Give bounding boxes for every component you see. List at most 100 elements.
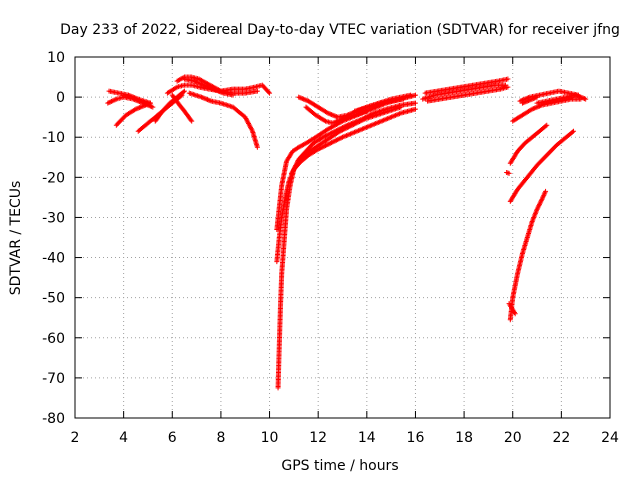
- satellite-track: [303, 104, 370, 126]
- y-tick-label: 0: [56, 90, 65, 106]
- data-point-interp: [519, 252, 525, 258]
- data-point-interp: [338, 117, 344, 123]
- data-point-interp: [282, 196, 288, 202]
- x-tick-label: 12: [309, 430, 327, 446]
- data-point-interp: [406, 92, 412, 98]
- data-point-interp: [581, 96, 587, 102]
- data-point-interp: [545, 90, 551, 96]
- data-point-interp: [496, 86, 502, 92]
- data-point-interp: [503, 84, 509, 90]
- data-point-interp: [552, 144, 558, 150]
- chart-title: Day 233 of 2022, Sidereal Day-to-day VTE…: [60, 22, 620, 38]
- data-point-interp: [249, 127, 255, 133]
- data-point-interp: [514, 272, 520, 278]
- data-point-interp: [542, 124, 548, 130]
- data-point-interp: [529, 220, 535, 226]
- satellite-track: [425, 84, 511, 104]
- data-point-interp: [143, 122, 149, 128]
- data-point-interp: [396, 94, 402, 100]
- data-point-interp: [367, 123, 373, 129]
- x-tick-label: 16: [407, 430, 425, 446]
- data-point-interp: [258, 82, 264, 88]
- data-point-interp: [372, 113, 378, 119]
- data-point-interp: [501, 82, 507, 88]
- data-point-interp: [180, 106, 186, 112]
- data-point-interp: [557, 98, 563, 104]
- data-point-interp: [200, 82, 206, 88]
- x-tick-label: 14: [358, 430, 376, 446]
- data-point-interp: [527, 136, 533, 142]
- data-point-interp: [188, 117, 194, 123]
- y-tick-label: -60: [42, 331, 65, 347]
- data-point-interp: [353, 129, 359, 135]
- data-point-interp: [547, 100, 553, 106]
- satellite-track: [113, 100, 153, 128]
- data-point-interp: [350, 113, 356, 119]
- x-tick-label: 20: [504, 430, 522, 446]
- satellite-track: [422, 76, 511, 96]
- data-point-interp: [508, 303, 514, 309]
- data-point-interp: [375, 101, 381, 107]
- satellite-track: [507, 188, 549, 323]
- data-point-interp: [207, 98, 213, 104]
- x-tick-label: 6: [168, 430, 177, 446]
- data-point-interp: [397, 111, 403, 117]
- data-point-interp: [360, 117, 366, 123]
- x-tick-label: 4: [119, 430, 128, 446]
- x-tick-label: 8: [216, 430, 225, 446]
- data-point-interp: [505, 170, 511, 176]
- data-points: [105, 74, 589, 391]
- y-tick-label: -50: [42, 291, 65, 307]
- data-point-interp: [112, 97, 118, 103]
- data-point-interp: [265, 88, 271, 94]
- satellite-track: [288, 104, 404, 176]
- data-point-interp: [382, 117, 388, 123]
- y-tick-label: -30: [42, 210, 65, 226]
- satellite-track: [186, 90, 260, 150]
- data-point-interp: [397, 105, 403, 111]
- data-point-interp: [266, 89, 272, 95]
- data-point-interp: [180, 89, 186, 95]
- data-point-interp: [362, 105, 368, 111]
- data-point-interp: [283, 160, 289, 166]
- y-tick-label: 10: [47, 50, 65, 66]
- data-point-interp: [190, 78, 196, 84]
- satellite-track: [169, 92, 195, 124]
- data-point-interp: [173, 85, 179, 91]
- data-point-interp: [308, 142, 314, 148]
- data-point-interp: [532, 164, 538, 170]
- data-point-interp: [542, 98, 548, 104]
- data-point-interp: [141, 103, 147, 109]
- data-point-interp: [251, 84, 257, 90]
- data-point-interp: [534, 208, 540, 214]
- data-point-interp: [384, 109, 390, 115]
- data-point-interp: [520, 142, 526, 148]
- data-point-interp: [217, 100, 223, 106]
- x-axis-label: GPS time / hours: [281, 458, 398, 474]
- satellite-track: [275, 100, 418, 391]
- satellite-track: [507, 122, 550, 166]
- data-point-interp: [311, 110, 317, 116]
- x-tick-label: 10: [261, 430, 279, 446]
- data-point-interp: [195, 84, 201, 90]
- data-point-interp: [552, 96, 558, 102]
- data-point-interp: [562, 94, 568, 100]
- data-point-interp: [411, 107, 417, 113]
- y-axis-label: SDTVAR / TECUs: [8, 181, 24, 296]
- satellite-track: [152, 88, 187, 124]
- x-tick-label: 2: [71, 430, 80, 446]
- data-point-interp: [187, 116, 193, 122]
- data-point-interp: [542, 154, 548, 160]
- data-point-interp: [240, 112, 246, 118]
- satellite-track: [519, 94, 540, 106]
- x-tick-label: 18: [455, 430, 473, 446]
- data-point-interp: [121, 114, 127, 120]
- y-tick-label: -10: [42, 130, 65, 146]
- data-point-interp: [367, 107, 373, 113]
- data-point-interp: [253, 88, 259, 94]
- plot-frame: [74, 56, 611, 419]
- data-point-interp: [569, 129, 575, 135]
- y-tick-label: -20: [42, 170, 65, 186]
- data-point-interp: [524, 236, 530, 242]
